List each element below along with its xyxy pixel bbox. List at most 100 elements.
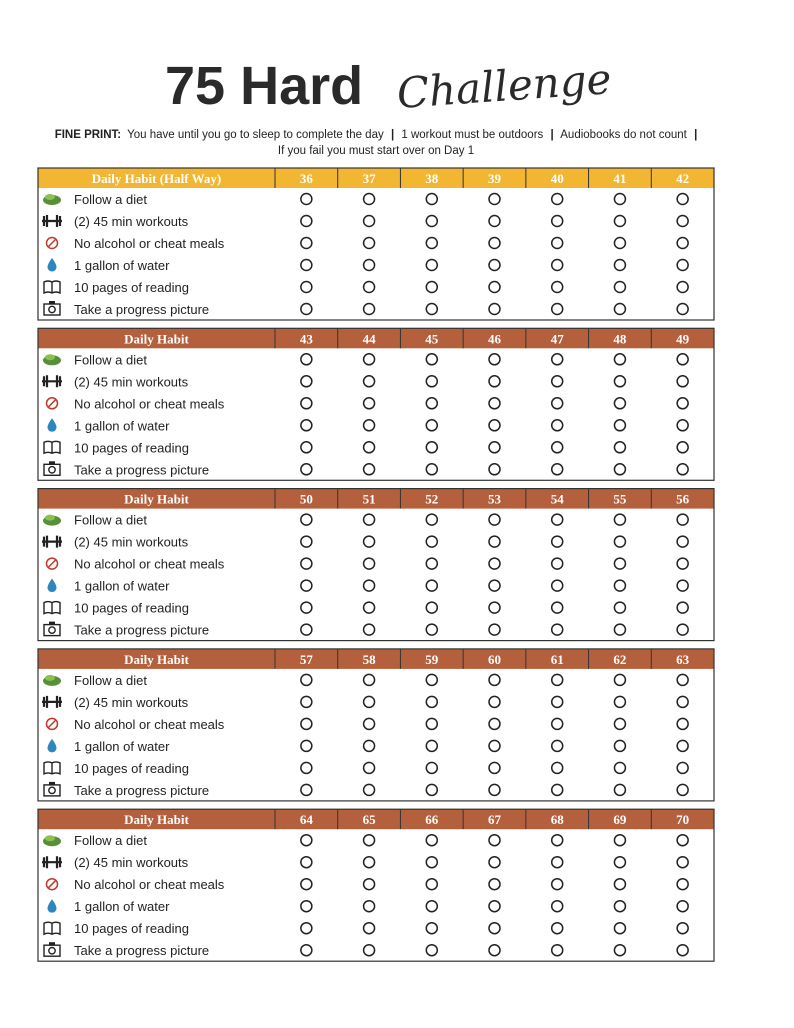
check-circle[interactable] bbox=[488, 419, 501, 432]
check-circle[interactable] bbox=[488, 761, 501, 775]
check-circle[interactable] bbox=[425, 695, 439, 709]
check-circle[interactable] bbox=[613, 943, 627, 957]
check-circle[interactable] bbox=[300, 557, 313, 570]
check-circle[interactable] bbox=[613, 397, 627, 410]
check-circle[interactable] bbox=[300, 375, 313, 388]
check-circle[interactable] bbox=[362, 375, 376, 388]
check-circle[interactable] bbox=[676, 783, 689, 797]
check-circle[interactable] bbox=[676, 673, 689, 687]
check-circle[interactable] bbox=[362, 258, 376, 272]
check-circle[interactable] bbox=[676, 192, 689, 206]
check-circle[interactable] bbox=[550, 761, 564, 775]
check-circle[interactable] bbox=[613, 463, 627, 476]
check-circle[interactable] bbox=[300, 353, 313, 366]
check-circle[interactable] bbox=[550, 921, 564, 935]
check-circle[interactable] bbox=[362, 717, 376, 731]
check-circle[interactable] bbox=[550, 783, 564, 797]
check-circle[interactable] bbox=[613, 353, 627, 366]
check-circle[interactable] bbox=[488, 783, 501, 797]
check-circle[interactable] bbox=[425, 855, 439, 869]
check-circle[interactable] bbox=[488, 441, 501, 454]
check-circle[interactable] bbox=[362, 557, 376, 570]
check-circle[interactable] bbox=[613, 419, 627, 432]
check-circle[interactable] bbox=[550, 192, 564, 206]
check-circle[interactable] bbox=[425, 921, 439, 935]
check-circle[interactable] bbox=[488, 463, 501, 476]
check-circle[interactable] bbox=[550, 695, 564, 709]
check-circle[interactable] bbox=[550, 375, 564, 388]
check-circle[interactable] bbox=[362, 673, 376, 687]
check-circle[interactable] bbox=[488, 899, 501, 913]
check-circle[interactable] bbox=[613, 601, 627, 614]
check-circle[interactable] bbox=[488, 513, 501, 526]
check-circle[interactable] bbox=[488, 623, 501, 636]
check-circle[interactable] bbox=[488, 236, 501, 250]
check-circle[interactable] bbox=[613, 535, 627, 548]
check-circle[interactable] bbox=[550, 280, 564, 294]
check-circle[interactable] bbox=[362, 441, 376, 454]
check-circle[interactable] bbox=[362, 899, 376, 913]
check-circle[interactable] bbox=[488, 397, 501, 410]
check-circle[interactable] bbox=[488, 717, 501, 731]
check-circle[interactable] bbox=[300, 833, 313, 847]
check-circle[interactable] bbox=[550, 673, 564, 687]
check-circle[interactable] bbox=[613, 855, 627, 869]
check-circle[interactable] bbox=[550, 833, 564, 847]
check-circle[interactable] bbox=[613, 761, 627, 775]
check-circle[interactable] bbox=[613, 302, 627, 316]
check-circle[interactable] bbox=[300, 761, 313, 775]
check-circle[interactable] bbox=[613, 695, 627, 709]
check-circle[interactable] bbox=[425, 419, 439, 432]
check-circle[interactable] bbox=[300, 463, 313, 476]
check-circle[interactable] bbox=[362, 601, 376, 614]
check-circle[interactable] bbox=[613, 557, 627, 570]
check-circle[interactable] bbox=[676, 695, 689, 709]
check-circle[interactable] bbox=[550, 623, 564, 636]
check-circle[interactable] bbox=[613, 192, 627, 206]
check-circle[interactable] bbox=[362, 833, 376, 847]
check-circle[interactable] bbox=[676, 761, 689, 775]
check-circle[interactable] bbox=[488, 673, 501, 687]
check-circle[interactable] bbox=[488, 302, 501, 316]
check-circle[interactable] bbox=[613, 236, 627, 250]
check-circle[interactable] bbox=[300, 280, 313, 294]
check-circle[interactable] bbox=[676, 397, 689, 410]
check-circle[interactable] bbox=[425, 579, 439, 592]
check-circle[interactable] bbox=[300, 695, 313, 709]
check-circle[interactable] bbox=[425, 717, 439, 731]
check-circle[interactable] bbox=[425, 397, 439, 410]
check-circle[interactable] bbox=[550, 943, 564, 957]
check-circle[interactable] bbox=[613, 441, 627, 454]
check-circle[interactable] bbox=[300, 535, 313, 548]
check-circle[interactable] bbox=[488, 601, 501, 614]
check-circle[interactable] bbox=[425, 513, 439, 526]
check-circle[interactable] bbox=[300, 513, 313, 526]
check-circle[interactable] bbox=[613, 280, 627, 294]
check-circle[interactable] bbox=[550, 579, 564, 592]
check-circle[interactable] bbox=[676, 943, 689, 957]
check-circle[interactable] bbox=[300, 214, 313, 228]
check-circle[interactable] bbox=[613, 717, 627, 731]
check-circle[interactable] bbox=[613, 783, 627, 797]
check-circle[interactable] bbox=[550, 463, 564, 476]
check-circle[interactable] bbox=[613, 623, 627, 636]
check-circle[interactable] bbox=[362, 236, 376, 250]
check-circle[interactable] bbox=[550, 877, 564, 891]
check-circle[interactable] bbox=[300, 441, 313, 454]
check-circle[interactable] bbox=[676, 280, 689, 294]
check-circle[interactable] bbox=[676, 557, 689, 570]
check-circle[interactable] bbox=[425, 302, 439, 316]
check-circle[interactable] bbox=[613, 513, 627, 526]
check-circle[interactable] bbox=[425, 783, 439, 797]
check-circle[interactable] bbox=[550, 899, 564, 913]
check-circle[interactable] bbox=[676, 739, 689, 753]
check-circle[interactable] bbox=[300, 397, 313, 410]
check-circle[interactable] bbox=[550, 419, 564, 432]
check-circle[interactable] bbox=[300, 943, 313, 957]
check-circle[interactable] bbox=[300, 673, 313, 687]
check-circle[interactable] bbox=[362, 579, 376, 592]
check-circle[interactable] bbox=[362, 463, 376, 476]
check-circle[interactable] bbox=[425, 557, 439, 570]
check-circle[interactable] bbox=[488, 695, 501, 709]
check-circle[interactable] bbox=[676, 877, 689, 891]
